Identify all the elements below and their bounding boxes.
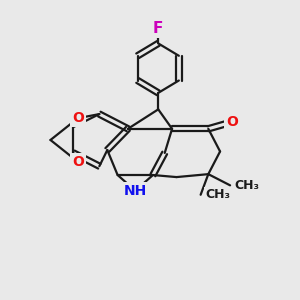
- Text: O: O: [72, 155, 84, 169]
- Text: O: O: [72, 111, 84, 125]
- Text: CH₃: CH₃: [205, 188, 230, 201]
- Text: CH₃: CH₃: [235, 179, 260, 192]
- Text: O: O: [226, 115, 238, 129]
- Text: F: F: [153, 21, 164, 36]
- Text: NH: NH: [124, 184, 147, 198]
